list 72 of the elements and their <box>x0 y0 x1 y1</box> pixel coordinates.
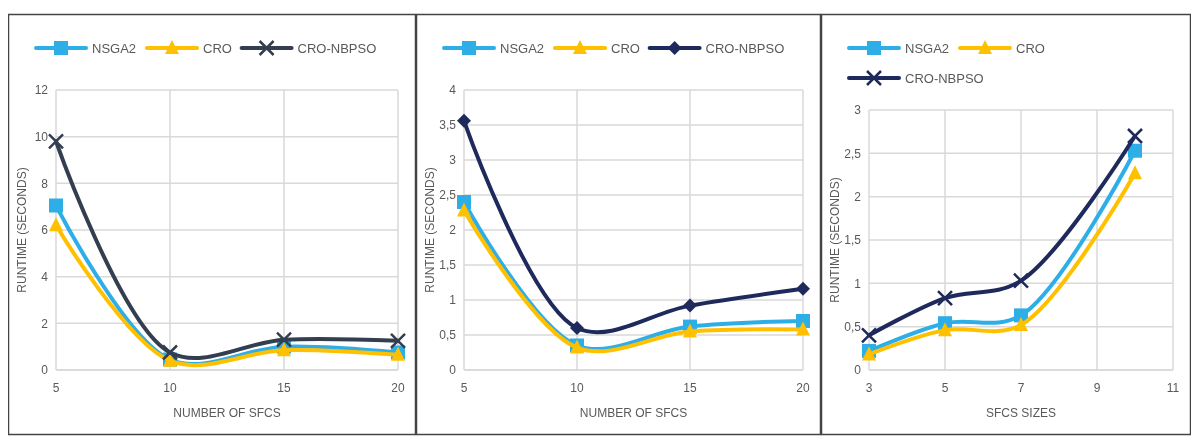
point <box>1012 272 1030 289</box>
legend-label: NSGA2 <box>905 40 950 56</box>
x-tick-label: 7 <box>1017 381 1025 395</box>
point <box>796 281 810 296</box>
point <box>860 327 878 344</box>
x-tick-label: 11 <box>1166 381 1180 395</box>
y-tick-label: 2 <box>41 316 49 331</box>
y-tick-label: 10 <box>34 129 49 144</box>
x-tick-label: 20 <box>796 381 810 395</box>
legend-label: CRO-NBPSO <box>905 70 984 86</box>
y-tick-label: 2 <box>854 189 862 204</box>
legend-label: CRO-NBPSO <box>705 40 785 56</box>
y-tick-label: 3 <box>449 153 457 168</box>
y-tick-label: 0,5 <box>439 328 457 343</box>
x-tick-label: 9 <box>1093 381 1101 395</box>
legend-label: CRO <box>203 40 232 56</box>
x-tick-label: 5 <box>941 381 949 395</box>
point <box>796 321 810 336</box>
x-axis-title: SFCS SIZES <box>985 406 1057 420</box>
y-tick-label: 2,5 <box>844 146 862 161</box>
y-tick-label: 2 <box>449 223 457 238</box>
point <box>936 289 954 307</box>
point <box>275 331 293 348</box>
y-tick-label: 1 <box>854 276 862 291</box>
x-tick-label: 15 <box>277 381 291 395</box>
y-tick-label: 8 <box>41 176 49 191</box>
y-tick-label: 3 <box>854 103 862 118</box>
legend-label: CRO-NBPSO <box>297 40 377 56</box>
point <box>457 202 471 217</box>
y-tick-label: 12 <box>34 83 49 98</box>
y-axis-title: RUNTIME (SECONDS) <box>15 167 29 293</box>
y-tick-label: 1,5 <box>439 258 457 273</box>
legend-label: NSGA2 <box>500 40 545 56</box>
x-tick-label: 5 <box>52 381 60 395</box>
y-axis-title: RUNTIME (SECONDS) <box>828 177 842 303</box>
y-tick-label: 4 <box>41 269 49 284</box>
x-axis-title: NUMBER OF SFCS <box>579 406 688 420</box>
point <box>47 133 65 150</box>
y-tick-label: 1,5 <box>844 233 862 248</box>
y-tick-label: 0 <box>854 363 862 378</box>
point <box>1128 165 1142 180</box>
point <box>49 198 63 213</box>
point <box>683 298 697 313</box>
x-tick-label: 10 <box>570 381 584 395</box>
y-tick-label: 6 <box>41 223 49 238</box>
x-tick-label: 15 <box>683 381 697 395</box>
legend-label: NSGA2 <box>92 40 137 56</box>
y-tick-label: 3,5 <box>439 118 457 133</box>
legend-label: CRO <box>1016 40 1045 56</box>
y-tick-label: 1 <box>449 293 457 308</box>
x-tick-label: 10 <box>163 381 177 395</box>
x-axis-title: NUMBER OF SFCS <box>173 406 281 420</box>
point <box>1126 127 1144 145</box>
point <box>161 344 179 361</box>
x-tick-label: 3 <box>865 381 873 395</box>
point <box>570 321 584 335</box>
y-tick-label: 0,5 <box>844 319 862 334</box>
point <box>1128 143 1142 158</box>
y-axis-title: RUNTIME (SECONDS) <box>423 167 437 293</box>
y-tick-label: 0 <box>449 363 457 378</box>
y-tick-label: 2,5 <box>439 188 457 203</box>
y-tick-label: 4 <box>449 83 457 98</box>
point <box>389 332 407 350</box>
legend-label: CRO <box>611 40 640 56</box>
x-tick-label: 20 <box>391 381 405 395</box>
point <box>49 217 63 232</box>
y-tick-label: 0 <box>41 363 49 378</box>
point <box>938 322 952 337</box>
point <box>1014 316 1028 331</box>
x-tick-label: 5 <box>460 381 468 395</box>
point <box>683 323 697 338</box>
point <box>457 113 471 128</box>
